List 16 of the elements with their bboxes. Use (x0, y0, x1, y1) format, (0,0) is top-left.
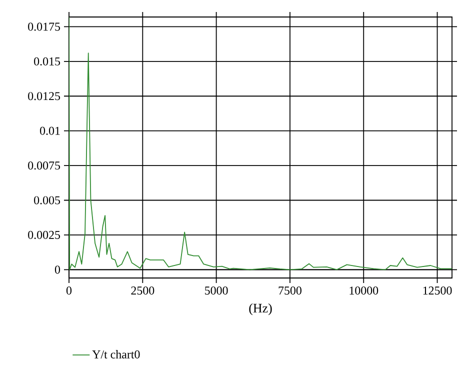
y-tick-label: 0 (54, 266, 60, 274)
legend-label: Y/t chart0 (92, 350, 140, 358)
x-tick-label: 7500 (278, 286, 302, 295)
x-tick-label: 10000 (350, 286, 378, 295)
x-tick-label: 0 (66, 286, 72, 295)
y-tick-label: 0.0025 (28, 230, 60, 240)
x-tick-label: 5000 (205, 286, 228, 295)
y-tick-label: 0.015 (34, 57, 60, 66)
x-axis-title: (Hz) (249, 303, 272, 316)
y-tick-label: 0.0075 (28, 161, 60, 170)
x-tick-label: 2500 (131, 286, 154, 295)
y-tick-label: 0.005 (34, 196, 60, 204)
y-tick-label: 0.0125 (28, 92, 60, 100)
x-tick-label: 12500 (423, 286, 452, 295)
y-tick-label: 0.0175 (28, 22, 60, 31)
y-tick-label: 0.01 (40, 126, 60, 135)
